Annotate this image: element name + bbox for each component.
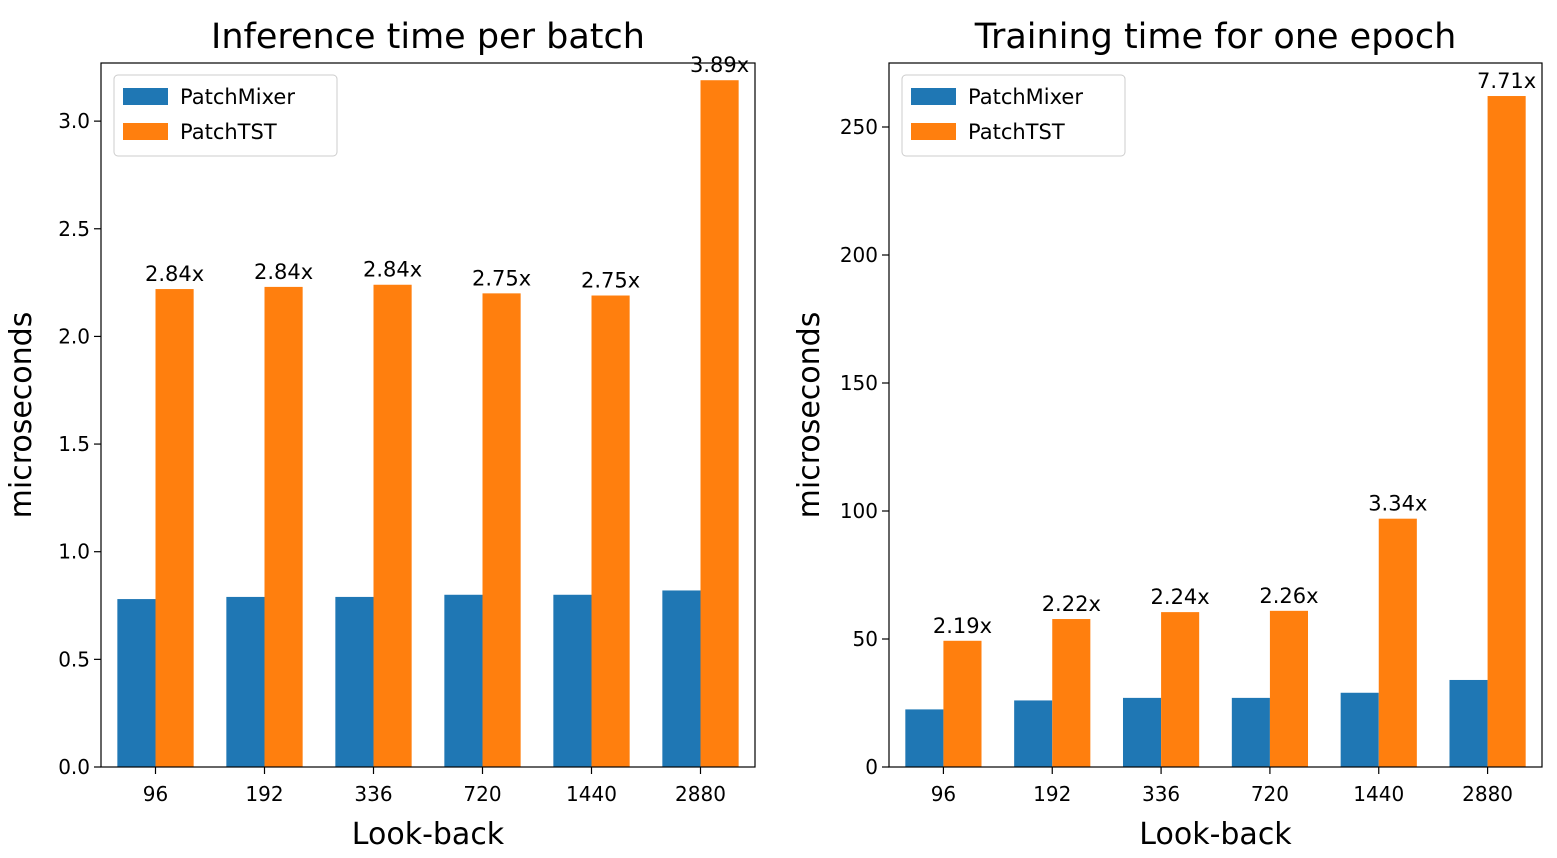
inference-chart: 2.84x 2.84x 2.84x 2.75x 2.75x 3.89x 0.0 0.5 1.0 1… [4, 17, 756, 852]
chart-title: Training time for one epoch [974, 17, 1457, 57]
bar-patchmixer-96 [117, 599, 156, 767]
ratio-annotation: 2.26x [1259, 584, 1318, 608]
legend-label-patchtst: PatchTST [968, 120, 1065, 144]
y-tick-label: 0.5 [58, 647, 90, 671]
chart-title: Inference time per batch [211, 17, 645, 57]
ratio-annotation: 2.84x [363, 258, 422, 282]
ratio-annotation: 2.19x [933, 614, 992, 638]
x-tick-label: 2880 [675, 782, 726, 806]
x-tick-label: 1440 [566, 782, 617, 806]
legend-swatch-patchtst [123, 123, 168, 140]
x-tick-label: 192 [1033, 782, 1071, 806]
bar-patchtst-720 [1269, 610, 1309, 767]
x-tick-label: 1440 [1353, 782, 1404, 806]
bar-patchtst-1440 [1378, 518, 1417, 767]
ratio-annotation: 2.84x [254, 260, 313, 284]
bar-patchtst-192 [264, 286, 303, 767]
legend-label-patchmixer: PatchMixer [968, 85, 1083, 109]
y-tick-label: 100 [840, 499, 878, 523]
plot-frame [888, 62, 1543, 768]
ratio-annotation: 2.24x [1151, 585, 1210, 609]
legend-swatch-patchmixer [123, 88, 168, 105]
y-tick-label: 2.5 [58, 217, 90, 241]
x-tick-label: 336 [1142, 782, 1180, 806]
bar-patchtst-2880 [1487, 96, 1526, 768]
y-tick-label: 250 [840, 115, 878, 139]
bar-patchmixer-720 [444, 594, 483, 767]
bar-patchmixer-192 [1014, 700, 1053, 767]
ratio-annotation: 7.71x [1477, 69, 1536, 93]
y-axis-label: microseconds [792, 312, 827, 519]
bar-patchtst-1440 [591, 295, 630, 767]
legend-box [113, 74, 338, 157]
y-tick-label: 2.0 [58, 324, 90, 348]
x-tick-label: 192 [245, 782, 283, 806]
ratio-annotation: 3.34x [1368, 492, 1427, 516]
bar-patchmixer-336 [335, 596, 374, 767]
bar-patchtst-96 [155, 289, 194, 767]
bar-patchmixer-192 [226, 596, 265, 767]
bar-patchmixer-336 [1122, 697, 1162, 767]
legend-box [901, 74, 1126, 157]
bar-patchtst-96 [943, 640, 982, 767]
y-tick-label: 150 [840, 371, 878, 395]
bar-patchmixer-1440 [1340, 692, 1379, 767]
ratio-annotation: 2.84x [145, 262, 204, 286]
bar-patchmixer-2880 [1449, 679, 1488, 767]
legend-swatch-patchmixer [911, 88, 956, 105]
legend-label-patchtst: PatchTST [180, 120, 277, 144]
y-tick-label: 200 [840, 243, 878, 267]
legend-swatch-patchtst [911, 123, 956, 140]
plot-frame [100, 62, 756, 768]
y-tick-label: 0.0 [58, 755, 90, 779]
y-axis-label: microseconds [4, 312, 39, 519]
bar-patchmixer-720 [1231, 697, 1270, 767]
x-tick-label: 96 [931, 782, 956, 806]
x-tick-label: 96 [143, 782, 168, 806]
bar-patchmixer-96 [905, 709, 944, 767]
bar-patchmixer-1440 [553, 594, 592, 767]
ratio-annotation: 2.22x [1042, 592, 1101, 616]
y-tick-label: 50 [853, 627, 878, 651]
bar-patchtst-336 [1161, 612, 1200, 767]
training-chart: 2.19x 2.22x 2.24x 2.26x 3.34x 7.71x 0 50 100 150 2… [792, 17, 1543, 852]
y-tick-label: 1.0 [58, 540, 90, 564]
x-axis-label: Look-back [352, 817, 505, 852]
y-tick-label: 0 [865, 755, 878, 779]
bar-patchtst-720 [482, 293, 521, 767]
ratio-annotation: 2.75x [581, 269, 640, 293]
bar-patchtst-2880 [700, 80, 739, 767]
x-tick-label: 336 [354, 782, 392, 806]
ratio-annotation: 2.75x [472, 266, 531, 290]
y-tick-label: 3.0 [58, 109, 90, 133]
legend: PatchMixer PatchTST [113, 74, 338, 157]
x-tick-label: 720 [463, 782, 501, 806]
x-tick-label: 720 [1251, 782, 1289, 806]
y-tick-label: 1.5 [58, 432, 90, 456]
bar-patchtst-192 [1052, 619, 1091, 767]
bar-patchmixer-2880 [662, 590, 701, 767]
ratio-annotation: 3.89x [690, 53, 749, 77]
bar-patchtst-336 [373, 284, 412, 767]
x-axis-label: Look-back [1139, 817, 1292, 852]
x-tick-label: 2880 [1462, 782, 1513, 806]
legend-label-patchmixer: PatchMixer [180, 85, 295, 109]
legend: PatchMixer PatchTST [901, 74, 1126, 157]
